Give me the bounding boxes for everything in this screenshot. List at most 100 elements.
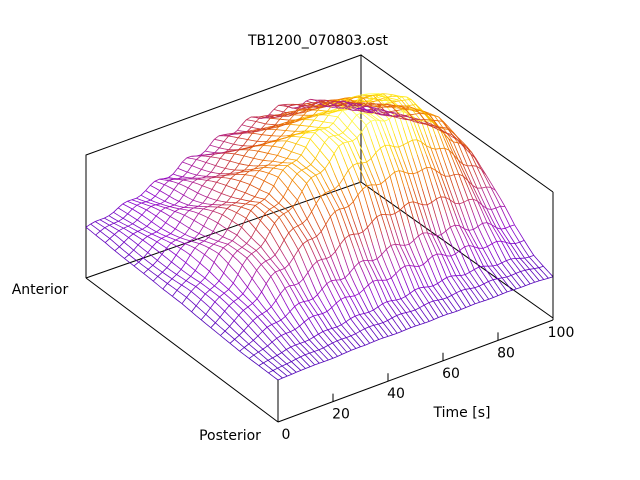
surface-mesh-segment xyxy=(384,145,391,159)
surface-mesh-segment xyxy=(519,240,525,243)
surface-mesh-segment xyxy=(272,154,278,156)
surface-mesh-segment xyxy=(455,249,461,255)
surface-mesh-segment xyxy=(491,218,497,228)
surface-mesh-segment xyxy=(284,268,290,278)
surface-mesh-segment xyxy=(168,180,174,183)
surface-mesh-segment xyxy=(250,116,256,118)
surface-mesh-segment xyxy=(265,269,272,277)
surface-mesh-segment xyxy=(191,301,197,307)
surface-mesh-segment xyxy=(465,297,471,306)
surface-mesh-segment xyxy=(276,319,282,323)
surface-mesh-segment xyxy=(118,227,124,232)
surface-mesh-segment xyxy=(245,199,251,202)
surface-mesh-segment xyxy=(485,174,491,183)
surface-mesh-segment xyxy=(347,107,353,111)
surface-mesh-segment xyxy=(290,130,296,136)
surface-mesh-segment xyxy=(476,160,482,170)
surface-mesh-segment xyxy=(481,211,488,223)
surface-mesh-segment xyxy=(341,337,347,340)
surface-mesh-segment xyxy=(385,214,391,216)
surface-mesh-segment xyxy=(202,196,208,204)
surface-mesh-segment xyxy=(349,296,356,306)
surface-mesh-segment xyxy=(391,300,397,308)
surface-mesh-segment xyxy=(209,271,215,277)
surface-mesh-segment xyxy=(213,262,220,268)
surface-mesh-segment xyxy=(276,322,282,329)
surface-mesh-segment xyxy=(408,223,415,241)
surface-mesh-segment xyxy=(243,306,249,311)
surface-mesh-segment xyxy=(426,204,433,221)
surface-mesh-segment xyxy=(213,253,220,263)
surface-mesh-segment xyxy=(385,214,391,230)
surface-mesh-segment xyxy=(342,100,348,103)
surface-mesh-segment xyxy=(366,173,372,185)
surface-mesh-segment xyxy=(228,296,234,302)
surface-mesh-segment xyxy=(309,119,315,127)
surface-mesh-segment xyxy=(289,284,295,287)
surface-mesh-segment xyxy=(306,106,312,109)
surface-mesh-segment xyxy=(395,268,401,274)
surface-mesh-segment xyxy=(382,313,388,321)
surface-mesh-segment xyxy=(356,131,362,139)
surface-mesh-segment xyxy=(147,264,154,270)
surface-mesh-segment xyxy=(381,113,386,116)
surface-mesh-segment xyxy=(273,105,279,110)
surface-mesh-segment xyxy=(365,124,372,140)
surface-mesh-segment xyxy=(249,168,255,172)
surface-mesh-segment xyxy=(276,129,281,131)
surface-mesh-segment xyxy=(397,96,403,100)
surface-mesh-segment xyxy=(226,217,233,222)
surface-mesh-segment xyxy=(261,276,267,284)
surface-mesh-segment xyxy=(152,246,158,251)
surface-mesh-segment xyxy=(178,179,184,181)
surface-mesh-segment xyxy=(399,115,405,117)
surface-mesh-segment xyxy=(354,283,360,294)
surface-mesh-segment xyxy=(131,197,137,201)
surface-mesh-segment xyxy=(146,231,153,235)
surface-mesh-segment xyxy=(201,160,207,163)
surface-mesh-segment xyxy=(330,256,336,269)
surface-mesh-segment xyxy=(286,356,292,362)
surface-mesh-segment xyxy=(298,112,303,114)
surface-mesh-segment xyxy=(444,162,450,177)
surface-mesh-segment xyxy=(495,207,501,219)
surface-mesh-segment xyxy=(539,279,544,282)
surface-mesh-segment xyxy=(118,214,124,219)
surface-mesh-segment xyxy=(340,324,347,331)
surface-mesh-segment xyxy=(339,102,345,106)
surface-mesh-segment xyxy=(398,144,404,148)
surface-mesh-segment xyxy=(448,150,455,163)
surface-mesh-segment xyxy=(275,269,281,273)
surface-mesh-segment xyxy=(495,205,501,209)
surface-mesh-segment xyxy=(205,303,211,309)
surface-mesh-segment xyxy=(178,194,184,202)
surface-mesh-segment xyxy=(470,287,475,289)
surface-mesh-segment xyxy=(352,152,358,164)
surface-mesh-segment xyxy=(284,302,291,312)
surface-mesh-segment xyxy=(448,149,454,156)
surface-mesh-segment xyxy=(409,119,415,122)
surface-mesh-segment xyxy=(538,273,545,280)
surface-mesh-segment xyxy=(285,130,291,132)
surface-mesh-segment xyxy=(423,295,430,303)
surface-mesh-segment xyxy=(426,154,432,168)
surface-mesh-segment xyxy=(164,204,170,207)
surface-mesh-segment xyxy=(162,267,168,273)
surface-mesh-segment xyxy=(108,211,114,217)
surface-mesh-segment xyxy=(232,282,239,289)
surface-mesh-segment xyxy=(299,325,305,334)
surface-mesh-segment xyxy=(381,103,387,106)
surface-mesh-segment xyxy=(303,321,310,330)
surface-mesh-segment xyxy=(452,141,459,154)
surface-mesh-segment xyxy=(534,274,540,282)
surface-mesh-segment xyxy=(350,333,356,337)
surface-mesh-segment xyxy=(176,281,182,286)
surface-mesh-segment xyxy=(454,173,459,175)
surface-mesh-segment xyxy=(301,191,308,202)
surface-mesh-segment xyxy=(468,215,474,230)
surface-mesh-segment xyxy=(350,327,356,335)
surface-mesh-segment xyxy=(398,170,405,187)
surface-mesh-segment xyxy=(334,188,340,199)
surface-mesh-segment xyxy=(219,139,224,142)
surface-mesh-segment xyxy=(381,254,387,267)
